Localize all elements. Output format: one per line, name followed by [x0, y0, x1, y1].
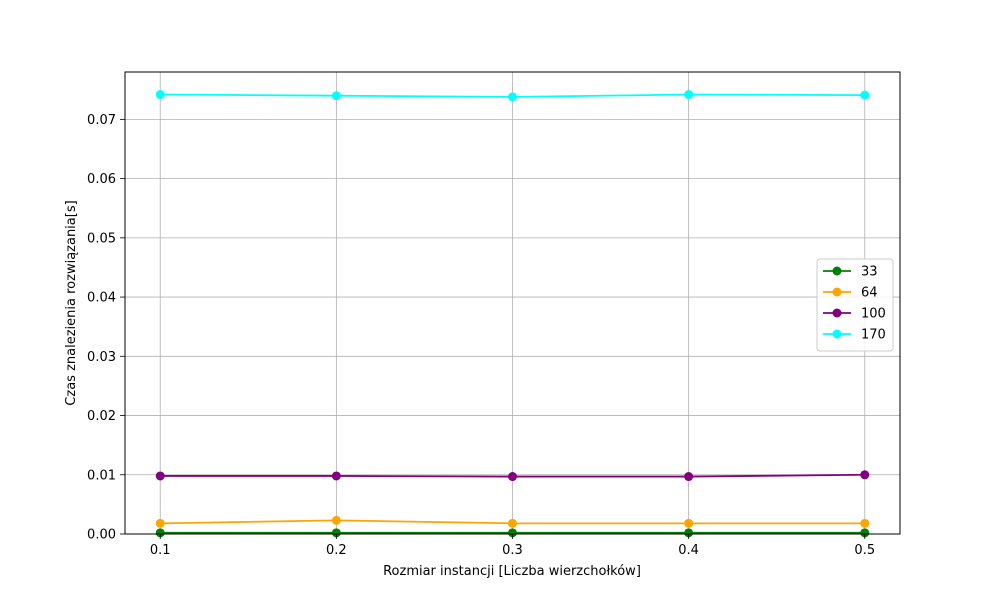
y-tick-label: 0.03: [87, 350, 116, 365]
y-tick-label: 0.06: [87, 172, 116, 187]
y-tick-label: 0.02: [87, 409, 116, 424]
x-axis-label: Rozmiar instancji [Liczba wierzchołków]: [383, 564, 641, 579]
data-point: [331, 471, 341, 481]
series-170: [155, 90, 870, 102]
legend-label: 170: [861, 328, 886, 343]
legend-swatch-marker: [832, 308, 842, 318]
data-point: [155, 518, 165, 528]
legend-box: [816, 258, 894, 352]
data-point: [508, 472, 517, 482]
y-tick-label: 0.05: [87, 231, 116, 246]
legend-label: 64: [861, 286, 878, 301]
legend-item: 100: [823, 307, 886, 322]
legend-label: 33: [861, 265, 878, 280]
data-point: [508, 92, 517, 102]
data-point: [860, 470, 870, 480]
x-tick-label: 0.4: [678, 543, 699, 558]
series-100: [155, 470, 870, 482]
data-point: [155, 471, 165, 481]
legend-label: 100: [861, 307, 886, 322]
data-point: [331, 515, 341, 525]
data-point: [331, 91, 341, 101]
x-tick-label: 0.1: [150, 543, 171, 558]
legend-item: 170: [823, 328, 886, 343]
legend-item: 33: [823, 265, 878, 280]
data-point: [684, 528, 694, 538]
grid: [125, 72, 900, 535]
data-point: [684, 90, 694, 100]
ticks: 0.1 0.2 0.3 0.4 0.5 0.00 0.01 0.02 0.03 0.04 0.05 0…: [87, 113, 875, 558]
legend: 33 64 100 170: [816, 258, 894, 352]
data-point: [508, 518, 517, 528]
legend-item: 64: [823, 286, 878, 301]
legend-swatch-marker: [832, 287, 842, 297]
series-64: [155, 515, 870, 528]
y-tick-label: 0.07: [87, 113, 116, 128]
x-tick-label: 0.5: [854, 543, 875, 558]
y-tick-label: 0.01: [87, 468, 116, 483]
y-tick-label: 0.04: [87, 291, 116, 306]
data-point: [860, 90, 870, 100]
y-tick-label: 0.00: [87, 528, 116, 543]
legend-swatch-marker: [832, 329, 842, 339]
data-point: [155, 90, 165, 100]
data-point: [508, 528, 517, 538]
x-tick-label: 0.3: [502, 543, 523, 558]
data-point: [860, 518, 870, 528]
series-33: [155, 528, 870, 538]
legend-swatch-marker: [832, 266, 842, 276]
data-point: [155, 528, 165, 538]
series-layer: [155, 90, 870, 538]
y-axis-label: Czas znalezienia rozwiązania[s]: [64, 200, 79, 405]
data-point: [684, 472, 694, 482]
data-point: [684, 518, 694, 528]
x-tick-label: 0.2: [326, 543, 347, 558]
data-point: [860, 528, 870, 538]
data-point: [331, 528, 341, 538]
